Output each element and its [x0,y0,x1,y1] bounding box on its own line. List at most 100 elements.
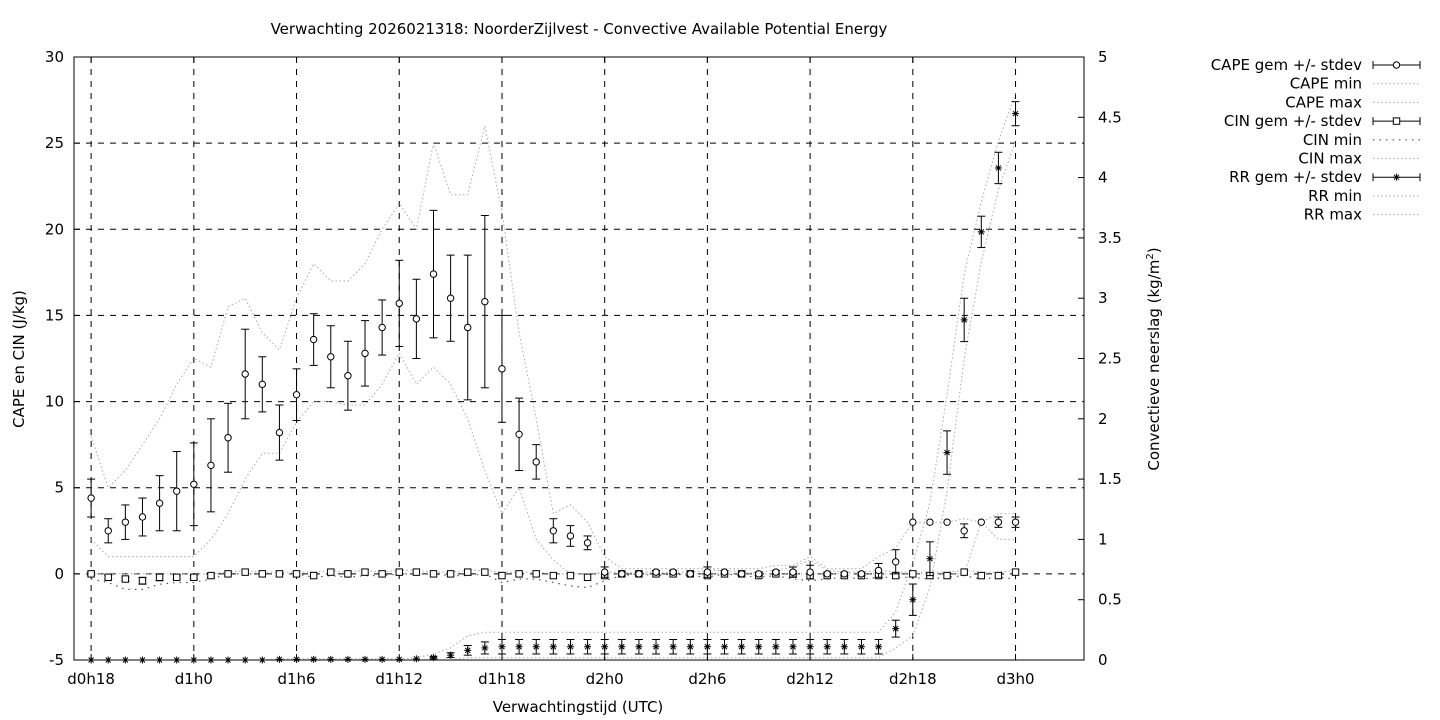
data-point [497,638,506,655]
star-marker-stroke [653,643,659,650]
circle-marker [429,270,438,278]
star-marker-stroke [892,625,899,632]
data-point [617,638,626,655]
circle-marker [737,570,746,578]
data-point [549,571,558,580]
data-point [395,259,404,347]
data-point [361,655,369,663]
star-marker-stroke [927,555,933,562]
data-point [891,549,900,575]
x-tick-label: d2h6 [688,670,726,688]
data-point [1011,516,1020,528]
circle-marker [857,570,866,578]
y-left-tick-label: 30 [45,48,64,66]
star-marker-stroke [447,652,454,659]
star-marker [926,555,934,563]
data-point [446,651,455,659]
square-marker [104,573,112,582]
star-marker [344,655,352,663]
star-marker [635,643,643,651]
circle-marker [583,539,592,547]
circle-marker [104,527,112,535]
data-point [241,328,250,420]
circle-marker [121,518,130,526]
square-marker [412,568,421,576]
star-marker [738,643,746,651]
legend-label: RR gem +/- stdev [1229,168,1362,186]
x-tick-label: d1h18 [478,670,526,688]
star-marker [755,643,763,651]
data-point [361,320,370,387]
data-point [498,571,506,580]
circle-marker [600,568,609,576]
star-marker-stroke [618,643,625,650]
star-marker [943,449,951,457]
star-marker [977,228,985,236]
star-marker [310,655,318,663]
data-point [515,638,524,655]
data-point [703,566,712,578]
legend-sample-marker [1393,173,1400,181]
data-point [600,566,609,578]
circle-marker [344,372,352,380]
data-point [480,215,489,389]
star-marker [806,643,814,651]
star-marker-stroke [430,654,437,661]
circle-marker [155,499,164,507]
data-point [823,638,832,655]
square-marker [960,568,968,576]
data-point [857,570,866,578]
circle-marker [789,568,797,576]
square-marker [943,571,951,580]
data-point [583,535,592,551]
data-point [189,573,198,582]
data-point [378,299,387,356]
circle-marker [823,570,831,578]
data-point [224,570,232,578]
data-point [275,404,284,461]
circle-marker [566,532,575,540]
star-marker-stroke [379,656,385,663]
data-point [172,573,181,582]
data-point [224,402,233,473]
data-point [669,638,678,655]
data-point [121,575,130,583]
circle-marker [395,299,403,308]
square-marker [121,575,130,583]
circle-marker [772,568,780,576]
star-marker-stroke [533,643,540,650]
square-marker [361,568,369,576]
data-point [703,638,712,655]
x-tick-label: d1h6 [277,670,315,688]
data-point [583,573,592,582]
square-marker [994,571,1003,580]
data-point [874,563,883,578]
legend-entry: CAPE max [1285,93,1420,111]
legend-label: CAPE max [1285,93,1362,111]
star-marker [789,643,797,651]
circle-marker [361,349,369,358]
data-point [464,568,472,576]
star-marker [892,625,900,633]
circle-marker [138,513,147,521]
star-marker-stroke [841,643,848,650]
data-point [669,568,678,576]
legend-label: CIN min [1303,131,1362,149]
data-point [532,444,541,480]
star-marker [772,643,780,651]
data-point [806,638,815,655]
square-marker [532,570,540,578]
circle-marker [703,568,712,576]
data-point [737,638,746,655]
legend-label: CAPE gem +/- stdev [1211,56,1362,74]
circle-marker [241,370,249,378]
data-point [429,570,438,578]
star-marker [275,655,283,663]
data-point [566,638,575,655]
circle-marker [87,494,95,502]
square-marker [1011,568,1020,576]
data-point [925,541,934,577]
data-point [618,570,626,578]
data-point [737,570,746,578]
legend-sample-marker [1392,117,1401,125]
